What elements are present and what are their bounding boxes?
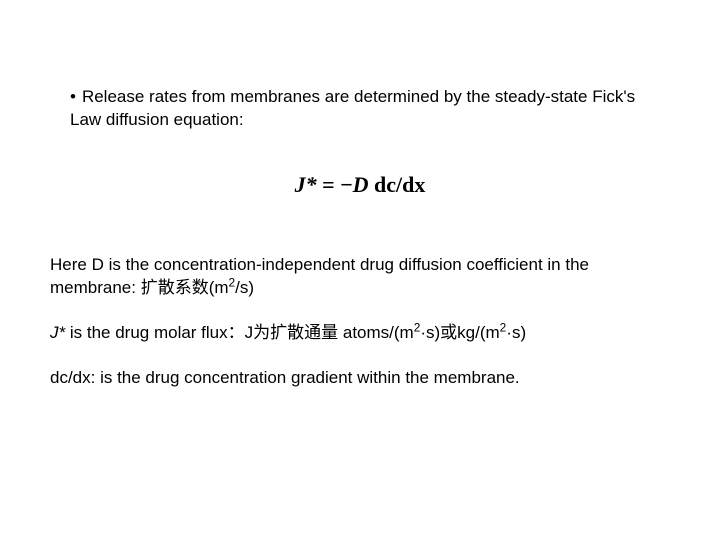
bullet-dot: • [70,86,76,109]
para-J-mid1: is the drug molar flux：J为扩散通量 atoms/(m [65,323,414,342]
eq-D: D [353,172,369,197]
para-J: J* is the drug molar flux：J为扩散通量 atoms/(… [50,322,670,345]
eq-minus: − [340,172,353,197]
equation-container: J* = −D dc/dx [50,172,670,198]
bullet-paragraph: •Release rates from membranes are determ… [50,86,670,132]
para-D-post: /s) [235,278,254,297]
slide-content: •Release rates from membranes are determ… [0,0,720,390]
para-J-mid2: ·s)或kg/(m [420,323,499,342]
eq-dc: dc [374,172,396,197]
bullet-text: Release rates from membranes are determi… [70,87,635,129]
ficks-law-equation: J* = −D dc/dx [295,172,426,198]
para-J-label: J* [50,323,65,342]
eq-lhs: J* [295,172,317,197]
eq-dx: dx [402,172,425,197]
para-D-pre: Here D is the concentration-independent … [50,255,589,297]
eq-equals: = [317,172,341,197]
para-J-post: ·s) [506,323,526,342]
para-dcdx: dc/dx: is the drug concentration gradien… [50,367,670,390]
para-D: Here D is the concentration-independent … [50,254,670,300]
